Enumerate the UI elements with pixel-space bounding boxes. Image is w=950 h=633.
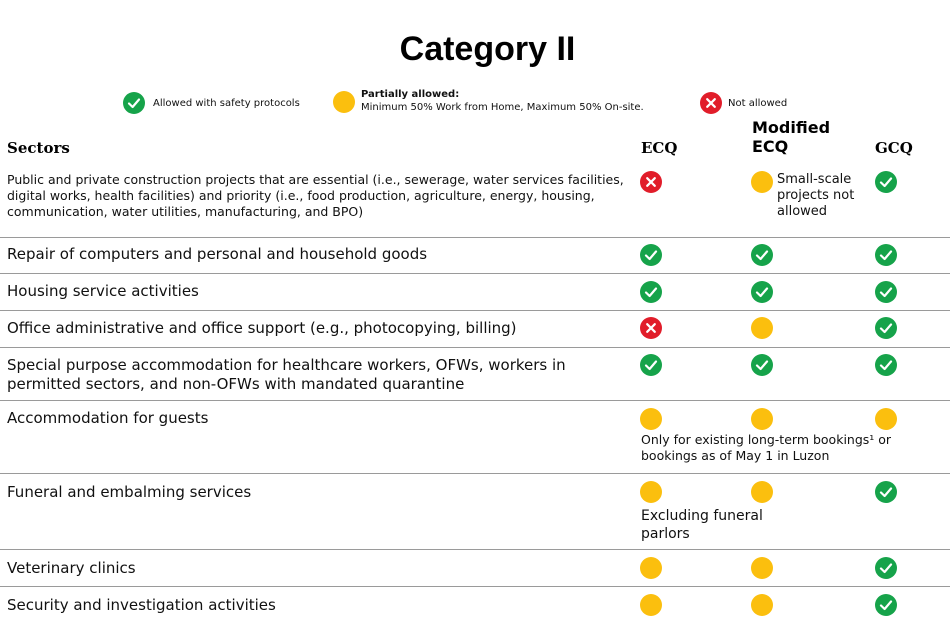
table-row: Office administrative and office support… (0, 311, 950, 348)
check-icon (875, 244, 897, 266)
ecq-status (640, 281, 662, 307)
legend-partial-title: Partially allowed: (361, 89, 460, 100)
mecq-status (751, 354, 773, 380)
check-icon (875, 594, 897, 616)
sector-name: Accommodation for guests (7, 409, 209, 427)
gcq-status (875, 557, 897, 583)
partial-dot-icon (751, 594, 773, 616)
x-icon (640, 317, 662, 339)
mecq-status (751, 557, 773, 583)
check-icon (123, 92, 145, 114)
x-icon (700, 92, 722, 114)
table-row: Housing service activities (0, 274, 950, 311)
page-title: Category II (399, 30, 576, 68)
mecq-status (751, 408, 773, 434)
header-gcq: GCQ (875, 139, 913, 157)
gcq-status (875, 244, 897, 270)
table-row: Accommodation for guests Only for existi… (0, 401, 950, 474)
mecq-status (751, 281, 773, 307)
partial-dot-icon (751, 481, 773, 503)
mecq-note: Small-scale projects not allowed (777, 172, 855, 219)
table-row: Veterinary clinics (0, 550, 950, 587)
check-icon (875, 354, 897, 376)
check-icon (751, 244, 773, 266)
partial-dot-icon (640, 594, 662, 616)
header-modified-ecq: Modified ECQ (752, 118, 831, 156)
mecq-status (751, 594, 773, 620)
partial-dot-icon (751, 557, 773, 579)
table-row: Public and private construction projects… (0, 164, 950, 238)
ecq-status (640, 408, 662, 434)
partial-dot-icon (875, 408, 897, 430)
legend: Allowed with safety protocols Partially … (0, 88, 950, 118)
row-note: Only for existing long-term bookings¹ or… (641, 432, 892, 463)
gcq-status (875, 481, 897, 507)
check-icon (875, 317, 897, 339)
ecq-status (640, 317, 662, 343)
partial-dot-icon (333, 91, 355, 113)
gcq-status (875, 317, 897, 343)
gcq-status (875, 594, 897, 620)
sector-name: Security and investigation activities (7, 596, 276, 614)
check-icon (751, 281, 773, 303)
header-ecq: ECQ (641, 139, 678, 157)
sector-name: Repair of computers and personal and hou… (7, 245, 428, 263)
legend-allowed-label: Allowed with safety protocols (153, 98, 300, 109)
table-row: Security and investigation activities (0, 587, 950, 633)
ecq-status (640, 557, 662, 583)
mecq-status (751, 171, 773, 197)
partial-dot-icon (751, 317, 773, 339)
sector-name: Veterinary clinics (7, 559, 136, 577)
gcq-status (875, 408, 897, 434)
check-icon (640, 281, 662, 303)
ecq-status (640, 594, 662, 620)
check-icon (875, 481, 897, 503)
legend-not-allowed-label: Not allowed (728, 98, 788, 109)
row-note: Excluding funeral parlors (641, 508, 763, 542)
table-row: Repair of computers and personal and hou… (0, 238, 950, 274)
ecq-status (640, 481, 662, 507)
sector-name: Special purpose accommodation for health… (7, 356, 566, 393)
partial-dot-icon (751, 408, 773, 430)
check-icon (640, 354, 662, 376)
mecq-status (751, 317, 773, 343)
header-sectors: Sectors (7, 139, 70, 157)
sector-name: Funeral and embalming services (7, 483, 252, 501)
check-icon (640, 244, 662, 266)
partial-dot-icon (640, 408, 662, 430)
legend-partial: Partially allowed: Minimum 50% Work from… (333, 88, 644, 114)
partial-dot-icon (751, 171, 773, 193)
sector-name: Public and private construction projects… (7, 172, 624, 219)
table-row: Funeral and embalming services Excluding… (0, 474, 950, 550)
gcq-status (875, 281, 897, 307)
ecq-status (640, 354, 662, 380)
gcq-status (875, 171, 897, 197)
partial-dot-icon (640, 557, 662, 579)
table-row: Special purpose accommodation for health… (0, 348, 950, 401)
legend-partial-desc: Minimum 50% Work from Home, Maximum 50% … (361, 102, 644, 113)
mecq-status (751, 481, 773, 507)
check-icon (751, 354, 773, 376)
check-icon (875, 171, 897, 193)
x-icon (640, 171, 662, 193)
sector-name: Housing service activities (7, 282, 199, 300)
check-icon (875, 281, 897, 303)
legend-allowed: Allowed with safety protocols (123, 92, 300, 114)
mecq-status (751, 244, 773, 270)
ecq-status (640, 244, 662, 270)
check-icon (875, 557, 897, 579)
ecq-status (640, 171, 662, 197)
legend-not-allowed: Not allowed (700, 92, 787, 114)
gcq-status (875, 354, 897, 380)
partial-dot-icon (640, 481, 662, 503)
sector-name: Office administrative and office support… (7, 319, 517, 337)
